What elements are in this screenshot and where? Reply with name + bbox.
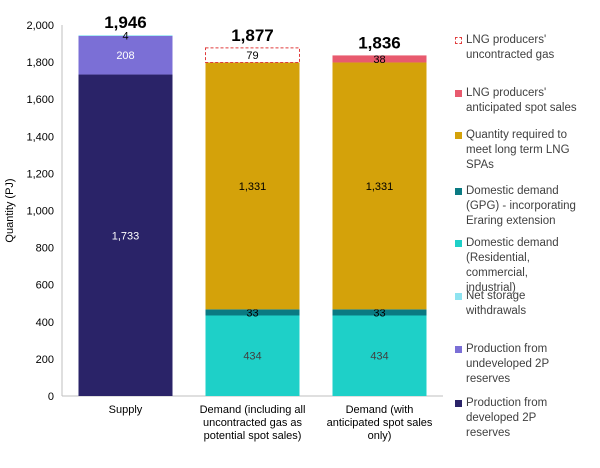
bar-segment [332, 55, 427, 63]
bar-segment [78, 74, 173, 396]
data-label: 79 [246, 50, 258, 62]
data-label: 1,331 [239, 181, 267, 193]
data-label: 33 [246, 307, 258, 319]
legend-item: LNG producers' uncontracted gas [455, 33, 600, 63]
y-tick-label: 1,200 [26, 168, 54, 180]
y-tick-label: 1,800 [26, 57, 54, 69]
y-tick-label: 200 [36, 354, 54, 366]
y-tick-label: 400 [36, 317, 54, 329]
y-tick-label: 2,000 [26, 20, 54, 32]
legend-swatch [455, 400, 462, 407]
bar-segment [78, 35, 173, 75]
y-tick-label: 1,600 [26, 94, 54, 106]
data-label: 38 [373, 54, 385, 66]
legend-item: Domestic demand (Residential, commercial… [455, 236, 600, 296]
legend-label: LNG producers' anticipated spot sales [466, 87, 577, 114]
legend-item: Production from undeveloped 2P reserves [455, 342, 600, 387]
bar-segment [332, 315, 427, 396]
data-label: 1,331 [366, 181, 394, 193]
y-axis-title: Quantity (PJ) [4, 178, 16, 242]
data-label: 1,733 [112, 230, 140, 242]
bar-segment [205, 315, 300, 396]
legend-item: Production from developed 2P reserves [455, 396, 600, 441]
total-label: 1,946 [104, 13, 147, 32]
legend-item: Domestic demand (GPG) - incorporating Er… [455, 184, 600, 229]
legend-label: Domestic demand (Residential, commercial… [466, 237, 559, 294]
legend-label: LNG producers' uncontracted gas [466, 34, 555, 61]
total-label: 1,836 [358, 33, 401, 52]
legend-item: Net storage withdrawals [455, 289, 600, 319]
legend-label: Production from developed 2P reserves [466, 397, 548, 439]
bar-segment [205, 47, 300, 63]
legend-swatch [455, 132, 462, 139]
data-label: 4 [122, 31, 128, 43]
y-tick-label: 600 [36, 280, 54, 292]
legend-item: LNG producers' anticipated spot sales [455, 86, 600, 116]
data-label: 434 [243, 351, 261, 363]
total-label: 1,877 [231, 26, 274, 45]
y-tick-label: 0 [48, 391, 54, 403]
data-label: 208 [116, 50, 134, 62]
legend-item: Quantity required to meet long term LNG … [455, 128, 600, 173]
legend-label: Production from undeveloped 2P reserves [466, 343, 550, 385]
x-category-label: Supply [109, 404, 143, 416]
x-category-label: Demand (including all uncontracted gas as… [200, 404, 306, 442]
legend-swatch [455, 346, 462, 353]
y-tick-label: 1,400 [26, 131, 54, 143]
x-category-label: Demand (with anticipated spot sales only) [327, 404, 433, 442]
bar-segment [78, 35, 173, 36]
legend-label: Domestic demand (GPG) - incorporating Er… [466, 185, 576, 227]
y-tick-label: 800 [36, 243, 54, 255]
data-label: 33 [373, 307, 385, 319]
legend-swatch [455, 90, 462, 97]
bar-segment [205, 62, 300, 310]
y-tick-label: 1,000 [26, 206, 54, 218]
legend-label: Net storage withdrawals [466, 290, 527, 317]
legend-swatch [455, 188, 462, 195]
legend-label: Quantity required to meet long term LNG … [466, 129, 570, 171]
data-label: 434 [370, 351, 388, 363]
legend-swatch [455, 37, 462, 44]
stacked-bar-chart: 0 200 400 600 800 1,000 1,200 1,400 1,600 1,800 2,… [4, 13, 443, 442]
bar-segment [332, 62, 427, 310]
bar-segment [332, 309, 427, 316]
legend-swatch [455, 293, 462, 300]
chart-legend: LNG producers' uncontracted gas LNG produ… [455, 0, 600, 468]
bar-segment [205, 309, 300, 316]
legend-swatch [455, 240, 462, 247]
